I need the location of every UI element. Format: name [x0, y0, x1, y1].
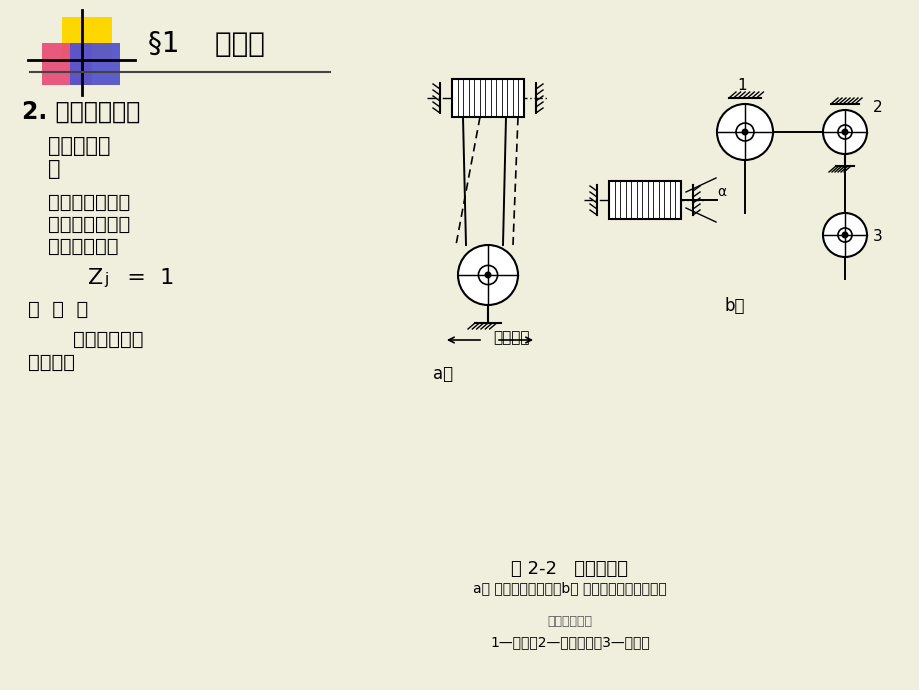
- Text: 单联滑轮组: 单联滑轮组: [48, 136, 110, 156]
- Circle shape: [458, 245, 517, 305]
- Bar: [451, 79, 524, 117]
- Text: a） 绳直接绕上卷筒；b） 绳经导向轮后绕上卷筒: a） 绳直接绕上卷筒；b） 绳经导向轮后绕上卷筒: [472, 581, 666, 595]
- Circle shape: [735, 123, 754, 141]
- Circle shape: [478, 266, 497, 284]
- Circle shape: [837, 228, 851, 242]
- Circle shape: [823, 213, 866, 257]
- Text: a）: a）: [433, 365, 453, 383]
- Bar: [70, 43, 119, 85]
- Text: 2. 省力滑轮组：: 2. 省力滑轮组：: [22, 100, 140, 124]
- Text: 2: 2: [872, 100, 881, 115]
- Bar: [608, 181, 680, 219]
- Text: 缺  点  ：: 缺 点 ：: [28, 300, 88, 319]
- Circle shape: [841, 129, 847, 135]
- Text: α: α: [716, 185, 725, 199]
- Circle shape: [823, 110, 866, 154]
- Text: 其特点是绕入卷: 其特点是绕入卷: [48, 193, 130, 212]
- Circle shape: [841, 233, 847, 238]
- Bar: [62, 17, 112, 62]
- Text: §1    滑轮组: §1 滑轮组: [148, 30, 265, 58]
- Bar: [42, 43, 92, 85]
- Text: 滑轮组锤最新: 滑轮组锤最新: [547, 615, 592, 628]
- Text: =  1: = 1: [113, 268, 174, 288]
- Text: Z: Z: [88, 268, 103, 288]
- Circle shape: [742, 129, 747, 135]
- Text: 筒的绳索分支数: 筒的绳索分支数: [48, 215, 130, 234]
- Circle shape: [837, 125, 851, 139]
- Text: 升降时，有水: 升降时，有水: [48, 330, 143, 349]
- Text: 1—卷筒；2—导向滑轮；3—动滑轮: 1—卷筒；2—导向滑轮；3—动滑轮: [490, 635, 649, 649]
- Text: 3: 3: [872, 229, 882, 244]
- Text: 图 2-2   单联滑轮组: 图 2-2 单联滑轮组: [511, 560, 628, 578]
- Circle shape: [716, 104, 772, 160]
- Text: 平移动。: 平移动。: [28, 353, 75, 372]
- Circle shape: [484, 272, 490, 278]
- Text: ：: ：: [48, 159, 61, 179]
- Text: b）: b）: [724, 297, 744, 315]
- Text: 1: 1: [736, 78, 746, 93]
- Text: 为一根，即：: 为一根，即：: [48, 237, 119, 256]
- Text: 水平移动: 水平移动: [493, 330, 529, 345]
- Text: j: j: [104, 272, 108, 287]
